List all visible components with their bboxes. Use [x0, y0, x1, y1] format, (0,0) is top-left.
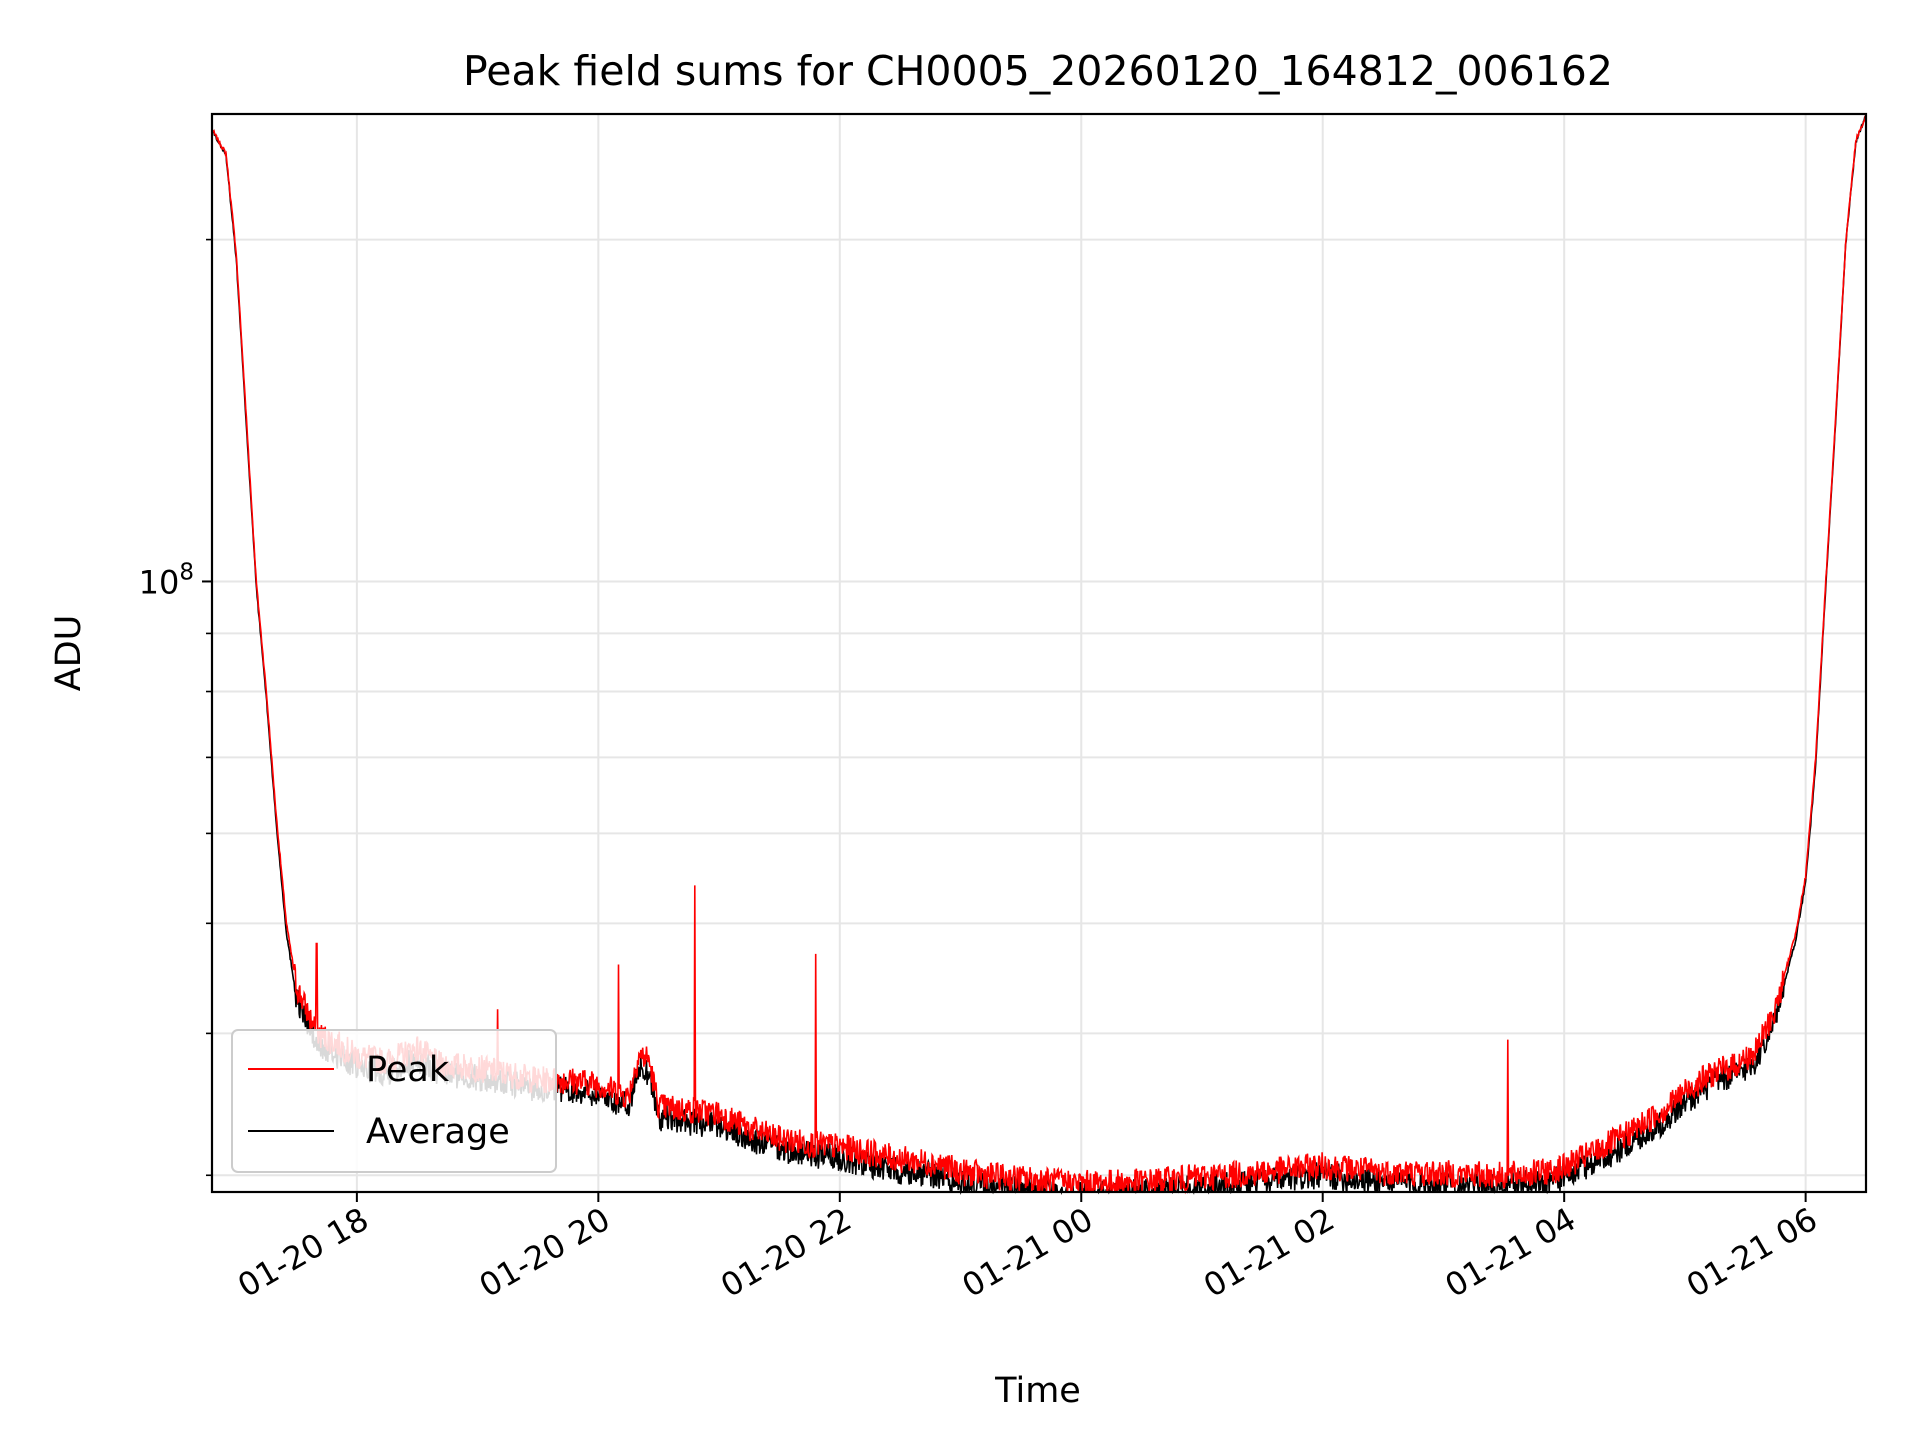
legend-box [231, 1029, 557, 1173]
plot-frame [210, 112, 1868, 1194]
y-axis-label: ADU [49, 615, 89, 692]
y-tick-label: 108 [139, 559, 194, 601]
x-axis-label: Time [994, 1371, 1081, 1411]
legend: Peak Average [231, 1029, 557, 1173]
y-ticks: 108 [139, 238, 212, 1177]
grid [212, 114, 1866, 1192]
legend-label-average: Average [366, 1112, 510, 1152]
legend-label-peak: Peak [366, 1050, 450, 1090]
chart-title: Peak field sums for CH0005_20260120_1648… [463, 47, 1613, 95]
